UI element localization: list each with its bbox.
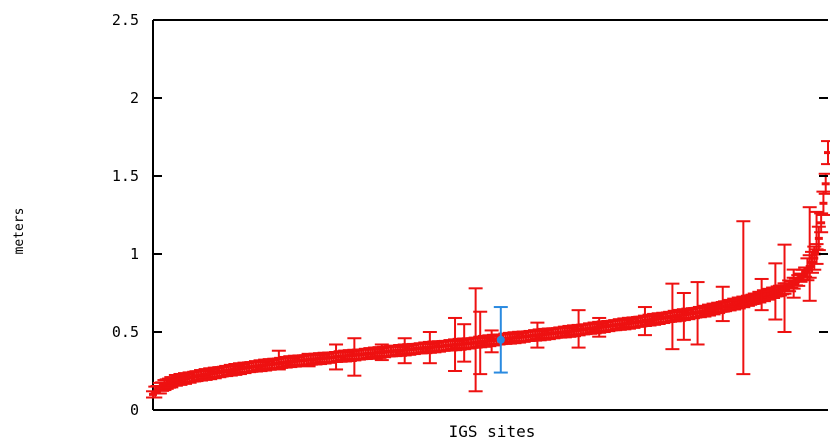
y-tick-label: 1 xyxy=(130,245,139,263)
plot-axes xyxy=(152,19,828,411)
y-ticks: 0 0.5 1 1.5 2 2.5 xyxy=(112,11,828,419)
y-tick-label: 0 xyxy=(130,401,139,419)
y-tick-label: 1.5 xyxy=(112,167,139,185)
y-tick-label: 2 xyxy=(130,89,139,107)
highlight-point xyxy=(496,335,505,344)
x-axis-label: IGS sites xyxy=(449,422,536,441)
y-tick-label: 0.5 xyxy=(112,323,139,341)
plot-marks xyxy=(146,140,830,399)
y-axis-label: meters xyxy=(12,208,27,255)
y-tick-label: 2.5 xyxy=(112,11,139,29)
